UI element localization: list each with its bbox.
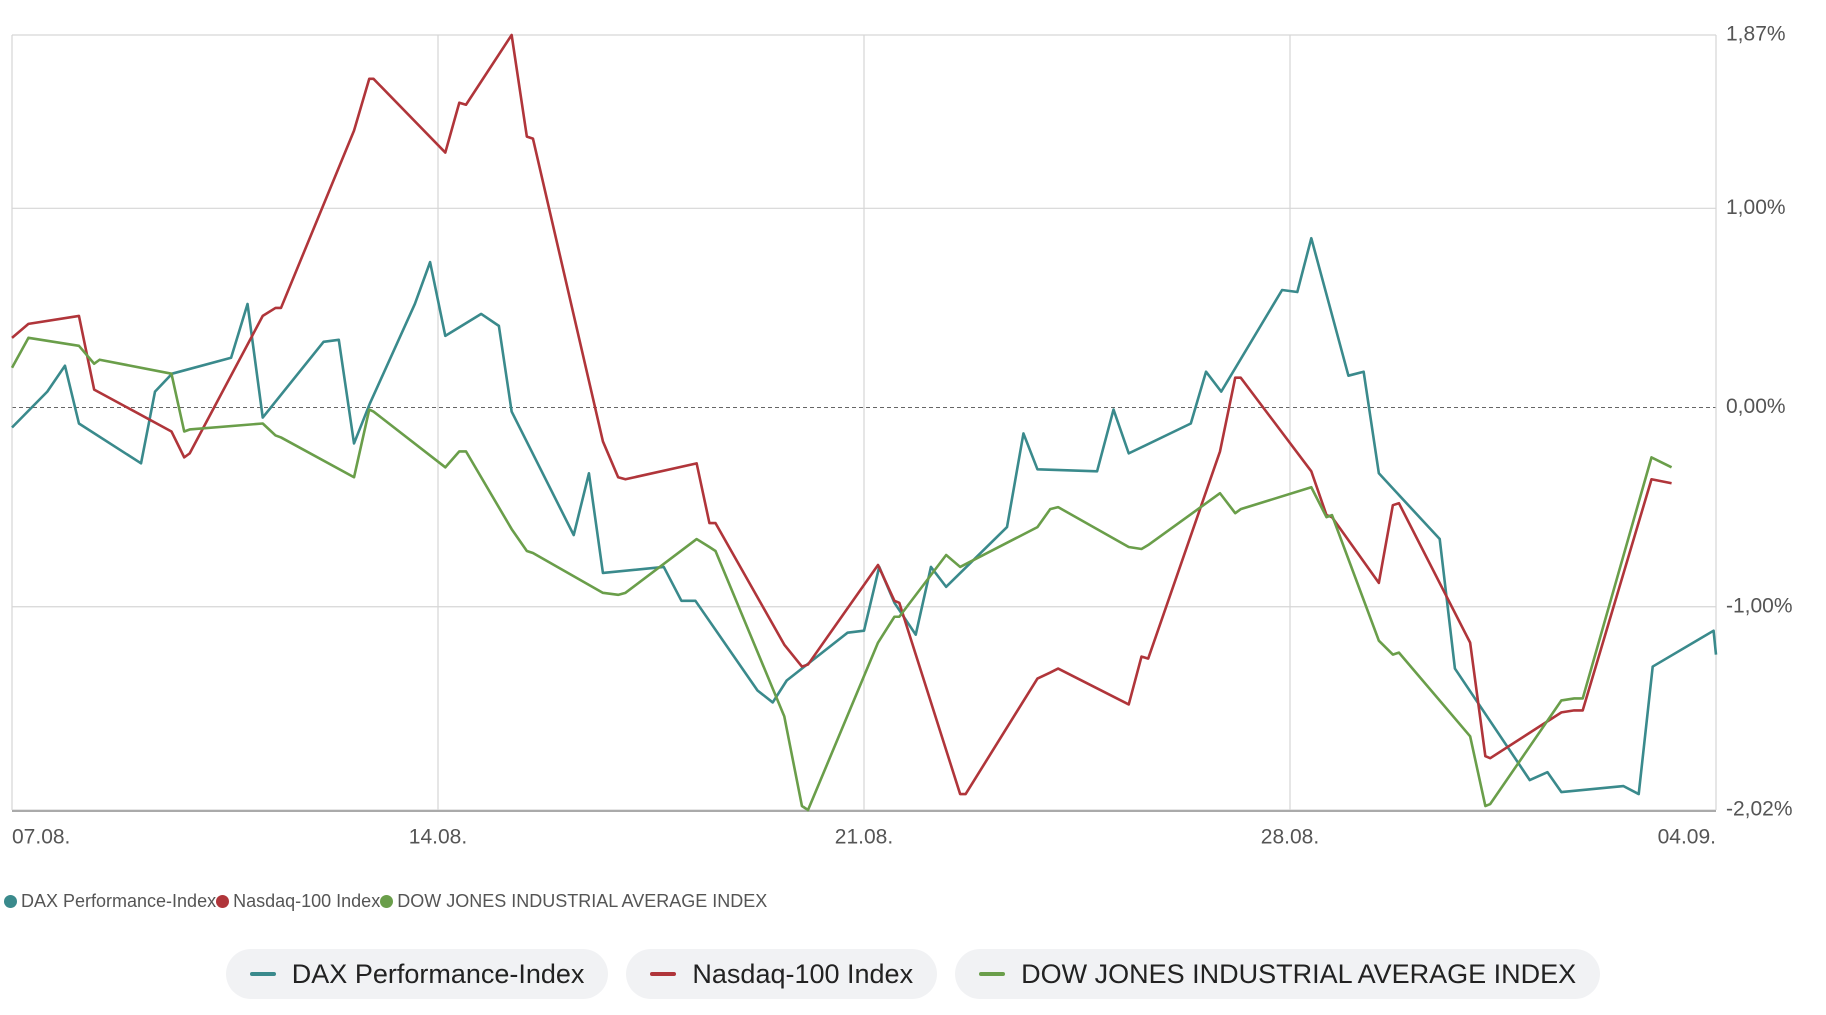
- legend-swatch: [979, 972, 1006, 976]
- legend-label: Nasdaq-100 Index: [233, 891, 381, 911]
- legend-swatch: [650, 972, 677, 976]
- x-tick-label: 14.08.: [409, 826, 467, 849]
- legend-label: DOW JONES INDUSTRIAL AVERAGE INDEX: [397, 891, 768, 911]
- legend-dot: [216, 895, 230, 908]
- legend-button-label: DAX Performance-Index: [291, 958, 585, 989]
- legend-label: DAX Performance-Index: [21, 891, 217, 911]
- legend-button-label: Nasdaq-100 Index: [692, 958, 914, 989]
- legend-buttons: DAX Performance-Index Nasdaq-100 Index DOW…: [0, 949, 1826, 999]
- legend-item: DOW JONES INDUSTRIAL AVERAGE INDEX: [380, 891, 767, 912]
- y-tick-label: 1,87%: [1726, 23, 1786, 46]
- legend-inline: DAX Performance-Index Nasdaq-100 Index DOW…: [4, 891, 767, 912]
- legend-dot: [380, 895, 394, 908]
- x-tick-label: 28.08.: [1261, 826, 1319, 849]
- series-line: [10, 336, 1673, 812]
- y-tick-label: -2,02%: [1726, 798, 1793, 821]
- x-tick-label: 07.08.: [12, 826, 70, 849]
- legend-dot: [4, 895, 17, 908]
- series-line: [11, 236, 1718, 796]
- legend-swatch: [249, 972, 276, 976]
- legend-button[interactable]: DAX Performance-Index: [225, 949, 609, 999]
- y-tick-label: 1,00%: [1726, 196, 1786, 219]
- x-tick-label: 21.08.: [835, 826, 893, 849]
- series-line: [11, 33, 1672, 796]
- y-tick-label: -1,00%: [1726, 594, 1793, 617]
- legend-button[interactable]: Nasdaq-100 Index: [626, 949, 938, 999]
- legend-item: Nasdaq-100 Index: [216, 891, 380, 912]
- chart: 1,87% 1,00% 0,00% -1,00% -2,02% 07.08. 14.08. 2…: [10, 23, 1793, 849]
- legend-button-label: DOW JONES INDUSTRIAL AVERAGE INDEX: [1021, 958, 1577, 989]
- legend-item: DAX Performance-Index: [4, 891, 216, 912]
- y-tick-label: 0,00%: [1726, 395, 1786, 418]
- legend-button[interactable]: DOW JONES INDUSTRIAL AVERAGE INDEX: [955, 949, 1601, 999]
- x-tick-label: 04.09.: [1658, 826, 1716, 849]
